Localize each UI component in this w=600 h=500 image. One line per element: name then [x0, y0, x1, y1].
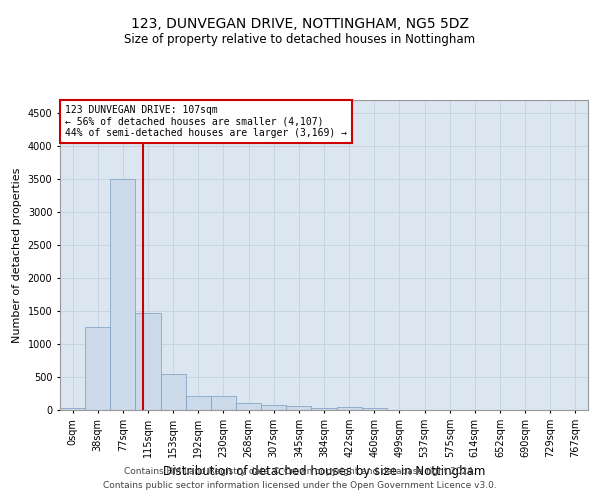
Text: Size of property relative to detached houses in Nottingham: Size of property relative to detached ho…	[124, 32, 476, 46]
Bar	[362, 408, 387, 410]
X-axis label: Distribution of detached houses by size in Nottingham: Distribution of detached houses by size …	[163, 466, 485, 478]
Y-axis label: Number of detached properties: Number of detached properties	[12, 168, 22, 342]
Bar	[286, 406, 311, 410]
Bar	[261, 405, 286, 410]
Text: 123, DUNVEGAN DRIVE, NOTTINGHAM, NG5 5DZ: 123, DUNVEGAN DRIVE, NOTTINGHAM, NG5 5DZ	[131, 18, 469, 32]
Text: Contains HM Land Registry data © Crown copyright and database right 2024.: Contains HM Land Registry data © Crown c…	[124, 467, 476, 476]
Bar	[85, 327, 110, 410]
Text: 123 DUNVEGAN DRIVE: 107sqm
← 56% of detached houses are smaller (4,107)
44% of s: 123 DUNVEGAN DRIVE: 107sqm ← 56% of deta…	[65, 104, 347, 138]
Bar	[161, 374, 186, 410]
Text: Contains public sector information licensed under the Open Government Licence v3: Contains public sector information licen…	[103, 481, 497, 490]
Bar	[60, 408, 85, 410]
Bar	[337, 406, 362, 410]
Bar	[110, 179, 136, 410]
Bar	[186, 396, 211, 410]
Bar	[311, 408, 337, 410]
Bar	[136, 313, 161, 410]
Bar	[236, 403, 261, 410]
Bar	[211, 396, 236, 410]
